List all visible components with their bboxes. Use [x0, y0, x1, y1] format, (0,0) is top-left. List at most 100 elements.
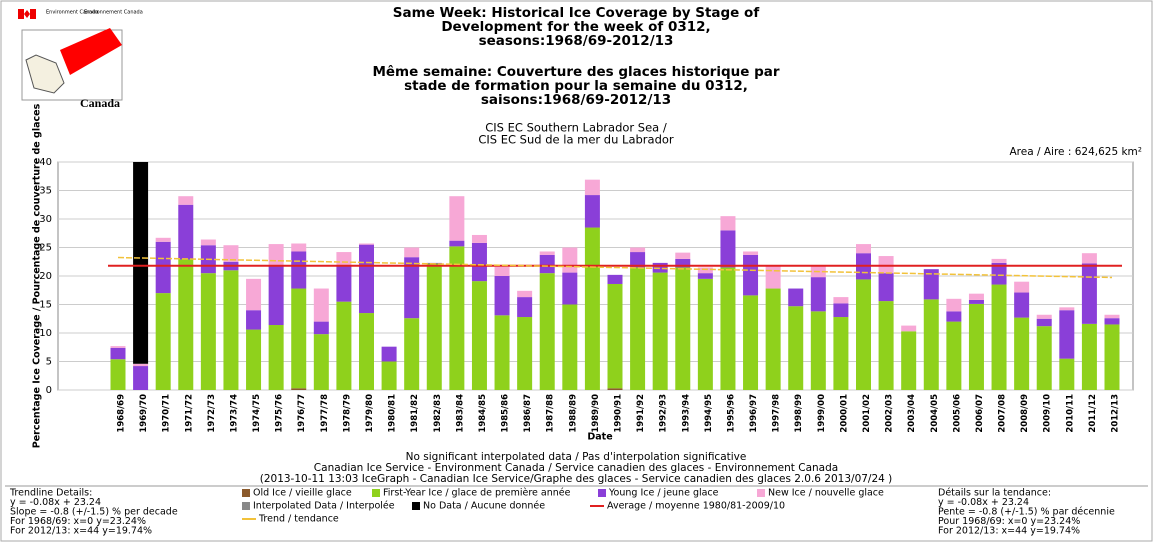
bar-segment — [223, 270, 239, 390]
trend-details-fr: Pour 1968/69: x=0 y=23.24% — [938, 516, 1080, 527]
bar-segment — [878, 256, 894, 274]
x-tick-label: 1974/75 — [252, 394, 262, 433]
bar-segment — [246, 310, 262, 330]
x-tick-label: 1988/89 — [568, 394, 578, 433]
bar-segment — [1059, 358, 1075, 390]
flag-leaf — [24, 10, 30, 18]
dept-fr: Environnement Canada — [84, 10, 143, 16]
x-tick-label: 1972/73 — [207, 394, 217, 433]
x-tick-label: 1978/79 — [342, 394, 352, 433]
bar-segment — [313, 334, 329, 390]
bar-segment — [539, 254, 555, 274]
x-tick-label: 1994/95 — [704, 394, 714, 433]
bar-segment — [991, 262, 1007, 285]
bar-segment — [1081, 263, 1097, 324]
x-tick-label: 2006/07 — [975, 394, 985, 433]
bar-segment — [1104, 318, 1120, 325]
x-tick-label: 1985/86 — [501, 394, 511, 433]
bar-segment — [923, 299, 939, 390]
bar-segment — [336, 252, 352, 266]
map-region — [60, 28, 122, 75]
bar-segment — [336, 265, 352, 302]
bar-segment — [946, 298, 962, 312]
x-tick-label: 1982/83 — [433, 394, 443, 433]
x-tick-label: 1992/93 — [659, 394, 669, 433]
bar-segment — [359, 313, 374, 390]
bar-segment — [856, 244, 871, 254]
bar-segment — [878, 301, 894, 390]
legend-label: Interpolated Data / Interpolée — [253, 501, 395, 512]
bar-segment — [968, 293, 984, 300]
bar-segment — [110, 347, 126, 360]
bar-segment — [494, 315, 510, 390]
bar-segment — [471, 234, 487, 243]
x-tick-label: 2001/02 — [862, 394, 872, 433]
bar-segment — [743, 295, 759, 390]
bar-segment — [404, 257, 420, 319]
bar-segment — [404, 247, 420, 258]
bar-segment — [743, 251, 759, 255]
x-tick-label: 2004/05 — [930, 394, 940, 433]
legend-swatch — [242, 502, 250, 510]
footer-text: (2013-10-11 13:03 IceGraph - Canadian Ic… — [260, 473, 893, 485]
bar-segment — [788, 306, 804, 390]
bar-segment — [268, 325, 284, 390]
legend-swatch — [412, 502, 420, 510]
bar-segment — [675, 267, 691, 390]
bar-segment — [833, 303, 849, 318]
x-axis-label: Date — [587, 432, 612, 443]
x-tick-label: 1976/77 — [297, 394, 307, 433]
bar-segment — [1036, 326, 1052, 390]
bar-segment — [178, 196, 194, 205]
x-tick-label: 2003/04 — [907, 394, 917, 433]
logo — [18, 9, 123, 101]
bar-segment — [381, 346, 397, 362]
trend-details: For 2012/13: x=44 y=19.74% — [10, 526, 152, 537]
x-tick-label: 1981/82 — [410, 394, 420, 433]
x-tick-label: 1983/84 — [455, 394, 465, 433]
flag-bar — [18, 9, 24, 19]
bar-segment — [539, 273, 555, 390]
bar-segment — [1059, 307, 1075, 311]
bar-segment — [291, 243, 307, 252]
bar-segment — [1014, 317, 1030, 390]
x-tick-label: 1980/81 — [388, 394, 398, 433]
bar-segment — [494, 276, 510, 316]
dept-en: Environment Canada — [46, 10, 99, 16]
map-land — [25, 54, 65, 94]
bar-segment — [630, 247, 646, 253]
bar-segment — [539, 251, 555, 255]
bar-segment — [291, 288, 307, 389]
bar-segment — [607, 274, 623, 284]
trend-details-fr: Détails sur la tendance: — [938, 488, 1051, 499]
trend-details: For 1968/69: x=0 y=23.24% — [10, 516, 146, 527]
bar-segment — [788, 288, 804, 307]
bar-segment — [110, 346, 126, 348]
y-tick-label: 40 — [39, 157, 52, 168]
bar-segment — [833, 317, 849, 390]
y-tick-label: 15 — [39, 300, 52, 311]
y-tick-label: 25 — [39, 243, 52, 254]
bar-segment — [765, 265, 781, 289]
bar-segment — [449, 240, 465, 247]
bar-segment — [562, 304, 578, 390]
bar-segment — [697, 278, 713, 390]
bar-segment — [878, 273, 894, 302]
bar-segment — [810, 311, 826, 390]
x-tick-label: 1979/80 — [365, 394, 375, 433]
chart-title-fr: Même semaine: Couverture des glaces hist… — [372, 64, 779, 80]
chart-title: Same Week: Historical Ice Coverage by St… — [393, 5, 760, 21]
x-tick-label: 2010/11 — [1065, 394, 1075, 433]
legend-label: No Data / Aucune donnée — [423, 501, 545, 512]
bar-segment — [381, 361, 397, 390]
bar-segment — [946, 311, 962, 322]
bar-segment — [630, 252, 646, 268]
legend-label: New Ice / nouvelle glace — [768, 488, 884, 499]
bar-segment — [765, 288, 781, 390]
bar-segment — [697, 273, 713, 279]
bar-segment — [133, 363, 149, 367]
bar-segment — [675, 252, 691, 259]
trend-details-fr: Pente = -0.8 (+/-1.5) % par décennie — [938, 507, 1115, 518]
x-tick-label: 1977/78 — [320, 394, 330, 433]
bar-segment — [268, 244, 284, 266]
